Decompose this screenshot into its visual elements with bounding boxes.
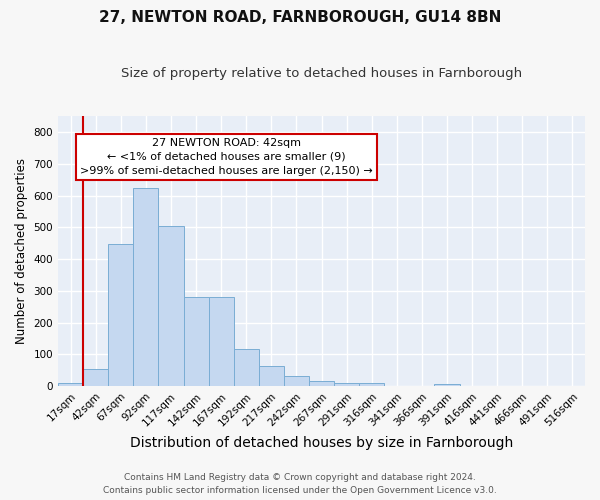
Y-axis label: Number of detached properties: Number of detached properties	[15, 158, 28, 344]
Bar	[259, 366, 284, 386]
Bar	[158, 226, 184, 386]
Text: 27 NEWTON ROAD: 42sqm
← <1% of detached houses are smaller (9)
>99% of semi-deta: 27 NEWTON ROAD: 42sqm ← <1% of detached …	[80, 138, 373, 176]
Bar	[58, 383, 83, 386]
Bar	[133, 188, 158, 386]
Bar	[108, 244, 133, 386]
Bar	[359, 384, 384, 386]
Text: 27, NEWTON ROAD, FARNBOROUGH, GU14 8BN: 27, NEWTON ROAD, FARNBOROUGH, GU14 8BN	[99, 10, 501, 25]
X-axis label: Distribution of detached houses by size in Farnborough: Distribution of detached houses by size …	[130, 436, 513, 450]
Text: Contains HM Land Registry data © Crown copyright and database right 2024.
Contai: Contains HM Land Registry data © Crown c…	[103, 474, 497, 495]
Bar	[184, 297, 209, 386]
Bar	[83, 370, 108, 386]
Bar	[233, 350, 259, 386]
Bar	[434, 384, 460, 386]
Bar	[284, 376, 309, 386]
Title: Size of property relative to detached houses in Farnborough: Size of property relative to detached ho…	[121, 68, 522, 80]
Bar	[209, 297, 233, 386]
Bar	[334, 384, 359, 386]
Bar	[309, 380, 334, 386]
